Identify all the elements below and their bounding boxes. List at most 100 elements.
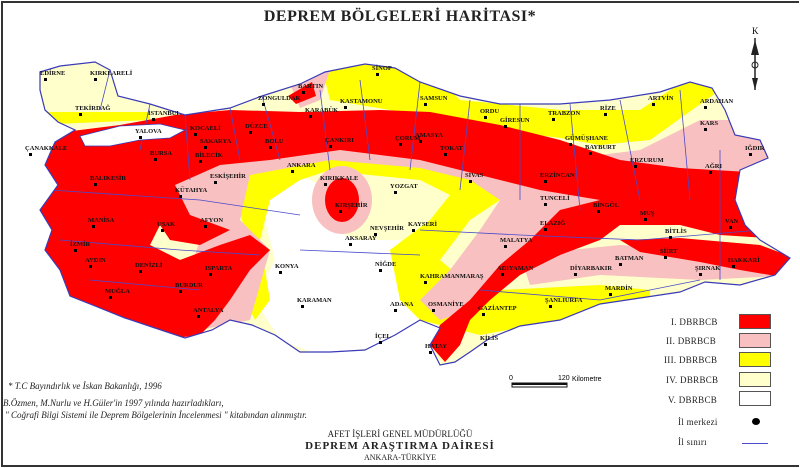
city-label: DÜZCE bbox=[245, 123, 268, 130]
city-label: HATAY bbox=[425, 343, 447, 350]
city-label: İÇEL bbox=[375, 333, 392, 340]
zone-1-area bbox=[40, 110, 790, 362]
city-label: RİZE bbox=[600, 105, 616, 112]
city-label: BATMAN bbox=[615, 255, 644, 262]
city-label: KAHRAMANMARAŞ bbox=[420, 273, 484, 280]
city-label: BARTIN bbox=[298, 83, 323, 90]
legend-zone-2-label: II. DBRBCB bbox=[666, 336, 717, 346]
city-label: KIRŞEHİR bbox=[335, 202, 368, 209]
city-label: ARDAHAN bbox=[700, 98, 734, 105]
city-center-marker bbox=[412, 229, 415, 232]
legend-zone-1-swatch bbox=[739, 314, 771, 329]
city-center-marker bbox=[704, 106, 707, 109]
city-center-marker bbox=[379, 341, 382, 344]
city-label: MUĞLA bbox=[105, 287, 130, 295]
city-label: SAMSUN bbox=[420, 95, 448, 102]
city-center-marker bbox=[432, 309, 435, 312]
city-center-marker bbox=[344, 106, 347, 109]
zone-1-area bbox=[288, 82, 790, 280]
source-note-1: * T.C Bayındırlık ve İskan Bakanlığı, 19… bbox=[8, 381, 162, 391]
city-center-marker bbox=[699, 273, 702, 276]
city-label: ADIYAMAN bbox=[497, 265, 534, 272]
zone-3-area bbox=[40, 62, 720, 145]
city-label: GAZİANTEP bbox=[478, 305, 517, 312]
city-label: SİNOP bbox=[372, 65, 392, 72]
city-center-marker bbox=[589, 152, 592, 155]
city-label: ANKARA bbox=[287, 162, 316, 169]
city-center-marker bbox=[544, 203, 547, 206]
legend-zone-3-swatch bbox=[739, 352, 771, 367]
city-center-marker bbox=[89, 265, 92, 268]
map-title: DEPREM BÖLGELERİ HARİTASI* bbox=[263, 8, 537, 25]
city-label: DİYARBAKIR bbox=[570, 265, 612, 272]
scale-start: 0 bbox=[509, 375, 513, 382]
city-center-marker bbox=[394, 309, 397, 312]
north-arrow-icon: K bbox=[751, 26, 759, 90]
city-center-marker bbox=[204, 225, 207, 228]
city-label: SAKARYA bbox=[200, 138, 232, 145]
city-label: YOZGAT bbox=[390, 183, 418, 190]
city-center-marker bbox=[179, 290, 182, 293]
city-labels: EDİRNE KIRKLARELİ TEKİRDAĞ İSTANBUL YALOVA KO… bbox=[25, 65, 765, 354]
city-center-marker bbox=[376, 73, 379, 76]
city-center-marker bbox=[544, 228, 547, 231]
city-center-marker bbox=[29, 153, 32, 156]
city-center-marker bbox=[664, 256, 667, 259]
city-label: EDİRNE bbox=[40, 70, 65, 77]
city-center-marker bbox=[139, 136, 142, 139]
city-center-marker bbox=[179, 195, 182, 198]
city-label: AFYON bbox=[200, 217, 223, 224]
city-label: HAKKARİ bbox=[728, 257, 760, 264]
city-center-marker bbox=[204, 146, 207, 149]
city-label: MARDİN bbox=[605, 285, 633, 292]
zone-5-area bbox=[255, 175, 420, 355]
city-center-marker bbox=[262, 103, 265, 106]
city-center-marker bbox=[504, 245, 507, 248]
city-label: KASTAMONU bbox=[340, 98, 383, 105]
legend-zone-4-swatch bbox=[739, 372, 771, 387]
city-center-marker bbox=[644, 218, 647, 221]
city-center-marker bbox=[152, 118, 155, 121]
city-label: BİNGÖL bbox=[593, 202, 620, 209]
city-center-marker bbox=[329, 145, 332, 148]
legend-zone-3-label: III. DBRBCB bbox=[664, 355, 718, 365]
city-center-marker bbox=[291, 170, 294, 173]
city-center-marker bbox=[729, 226, 732, 229]
footer-line-1: AFET İŞLERİ GENEL MÜDÜRLÜĞÜ bbox=[327, 429, 473, 439]
legend-province-border-label: İl sınırı bbox=[678, 437, 707, 447]
city-center-marker bbox=[609, 293, 612, 296]
city-label: ÇANAKKALE bbox=[25, 145, 67, 152]
city-center-marker bbox=[194, 133, 197, 136]
city-label: IĞDIR bbox=[745, 144, 765, 152]
city-label: ERZURUM bbox=[630, 157, 664, 164]
city-center-marker bbox=[214, 181, 217, 184]
city-label: KÜTAHYA bbox=[175, 187, 207, 194]
city-label: NİĞDE bbox=[375, 260, 396, 268]
city-label: KIRIKKALE bbox=[320, 175, 358, 182]
city-label: VAN bbox=[725, 218, 739, 225]
city-center-marker bbox=[604, 113, 607, 116]
city-label: TOKAT bbox=[440, 145, 464, 152]
city-center-marker bbox=[302, 91, 305, 94]
zone-1-kirsehir bbox=[325, 178, 359, 222]
city-label: ÇORUM bbox=[395, 135, 420, 142]
city-label: KOCAELİ bbox=[190, 125, 221, 132]
city-label: ARTVİN bbox=[648, 95, 674, 102]
legend-zone-5-swatch bbox=[739, 391, 771, 406]
scale-end: 120 bbox=[558, 375, 570, 382]
city-center-marker bbox=[349, 243, 352, 246]
city-label: UŞAK bbox=[157, 221, 175, 228]
city-center-marker bbox=[324, 183, 327, 186]
city-label: KONYA bbox=[275, 263, 299, 270]
legend-zone-4-label: IV. DBRBCB bbox=[666, 375, 719, 385]
city-center-dot-icon bbox=[752, 418, 760, 425]
scale-bar: 0 120 Kilometre bbox=[509, 375, 602, 388]
city-center-marker bbox=[669, 236, 672, 239]
legend-zone-2-swatch bbox=[739, 333, 771, 348]
city-label: AMASYA bbox=[415, 132, 443, 139]
city-center-marker bbox=[704, 128, 707, 131]
city-label: ÇANKIRI bbox=[325, 137, 354, 144]
